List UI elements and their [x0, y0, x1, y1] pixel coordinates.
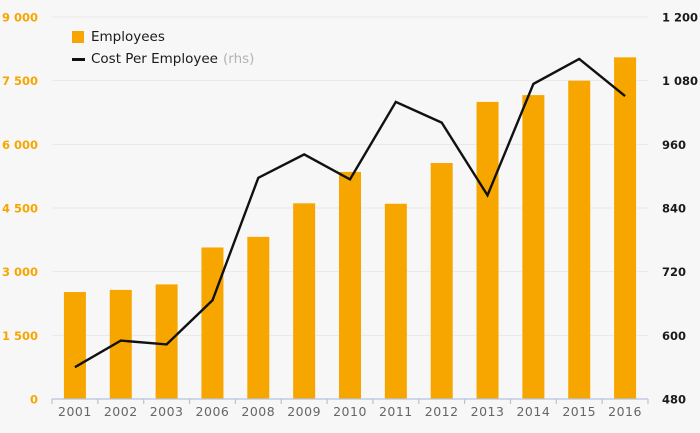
bar-2011	[384, 203, 407, 399]
bar-2016	[614, 57, 637, 399]
right-axis-label: 600	[662, 329, 686, 343]
legend-item-employees: Employees	[72, 26, 254, 48]
right-axis-label: 720	[662, 265, 686, 279]
bar-2009	[293, 203, 316, 399]
left-axis-label: 9 000	[2, 11, 38, 25]
bar-2012	[430, 163, 453, 399]
bar-2006	[201, 247, 224, 399]
x-axis-label-2008: 2008	[241, 404, 275, 419]
x-axis-label-2002: 2002	[104, 404, 138, 419]
bar-2001	[63, 292, 86, 399]
employees-swatch-icon	[72, 31, 84, 43]
legend-label-employees: Employees	[91, 29, 165, 45]
x-axis-label-2016: 2016	[608, 404, 642, 419]
bar-2002	[109, 289, 132, 399]
x-axis-label-2015: 2015	[562, 404, 596, 419]
left-axis-label: 7 500	[2, 74, 38, 88]
x-axis-label-2012: 2012	[425, 404, 459, 419]
left-axis-label: 3 000	[2, 265, 38, 279]
bar-2003	[155, 284, 178, 399]
bar-2014	[522, 95, 545, 399]
right-axis-label: 1 080	[662, 74, 698, 88]
bar-2008	[247, 236, 270, 399]
x-axis-label-2010: 2010	[333, 404, 367, 419]
x-axis-label-2009: 2009	[287, 404, 321, 419]
left-axis-label: 1 500	[2, 329, 38, 343]
legend-rhs-note: (rhs)	[222, 51, 255, 67]
x-axis-label-2013: 2013	[471, 404, 505, 419]
x-axis-label-2014: 2014	[516, 404, 550, 419]
chart-legend: Employees Cost Per Employee (rhs)	[72, 26, 254, 70]
left-axis-label: 4 500	[2, 202, 38, 216]
right-axis-label: 960	[662, 138, 686, 152]
cost-per-employee-line	[74, 57, 626, 369]
left-axis-label: 0	[30, 393, 38, 407]
legend-item-cost-per-employee: Cost Per Employee (rhs)	[72, 48, 254, 70]
legend-label-cost-per-employee: Cost Per Employee	[91, 51, 218, 67]
right-axis-label: 480	[662, 393, 686, 407]
x-axis-label-2003: 2003	[150, 404, 184, 419]
left-axis-label: 6 000	[2, 138, 38, 152]
x-axis-label-2011: 2011	[379, 404, 413, 419]
x-axis-label-2006: 2006	[196, 404, 230, 419]
right-axis-label: 840	[662, 202, 686, 216]
right-axis-label: 1 200	[662, 11, 698, 25]
bar-2015	[568, 80, 591, 400]
cost-line-swatch-icon	[72, 57, 85, 61]
x-axis-label-2001: 2001	[58, 404, 92, 419]
bar-2013	[476, 101, 499, 399]
bar-2010	[339, 171, 361, 399]
